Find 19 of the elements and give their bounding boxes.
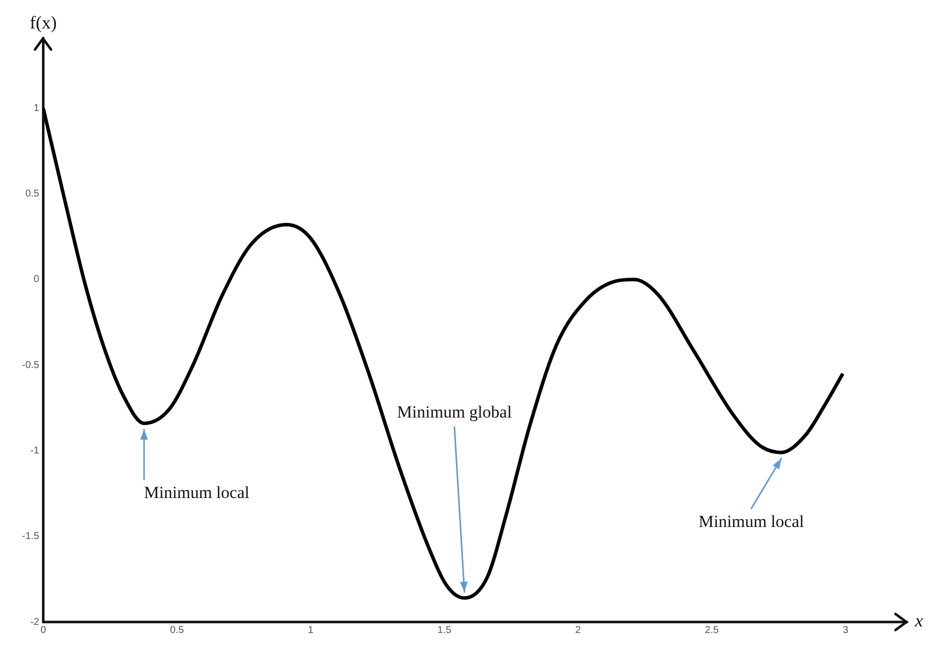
y-tick-label: -0.5 <box>22 360 40 371</box>
annotation: Minimum global <box>397 402 512 422</box>
line-series <box>43 106 845 600</box>
x-tick-label: 2 <box>575 624 582 636</box>
x-axis-title: x <box>914 610 923 631</box>
y-tick-label: -1.5 <box>22 531 40 542</box>
x-tick-label: 1.5 <box>437 624 452 636</box>
x-tick-label: 3 <box>842 624 849 636</box>
y-tick-label: -1 <box>30 445 40 456</box>
x-tick-label: 1 <box>308 624 314 636</box>
x-tick-label: 2.5 <box>704 624 720 636</box>
y-tick-label: -2 <box>30 616 40 628</box>
annotation: Minimum local <box>698 512 804 531</box>
annotation: Minimum local <box>144 482 250 502</box>
y-tick-label: 0.5 <box>25 188 40 200</box>
y-tick-label: 1 <box>34 102 40 114</box>
y-axis-title: f(x) <box>30 12 57 33</box>
x-tick-label: 0.5 <box>170 624 184 636</box>
y-tick-label: 0 <box>34 274 40 286</box>
